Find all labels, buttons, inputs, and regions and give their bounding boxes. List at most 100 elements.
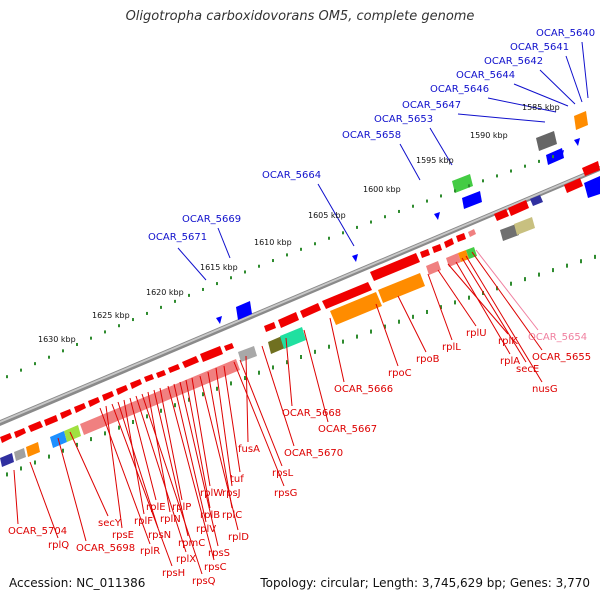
gene-label[interactable]: rpsL: [272, 468, 294, 479]
gene-feature[interactable]: [28, 421, 43, 432]
gene-feature[interactable]: [224, 343, 234, 351]
gene-feature[interactable]: [468, 229, 476, 237]
gene-label[interactable]: rplV: [196, 524, 216, 535]
gene-label[interactable]: rplW: [200, 488, 223, 499]
gene-feature[interactable]: [574, 111, 588, 130]
gene-label[interactable]: rplB: [200, 510, 220, 521]
gene-feature[interactable]: [530, 195, 543, 206]
gene-label[interactable]: rpoB: [416, 354, 440, 365]
gene-feature[interactable]: [456, 233, 466, 242]
gene-label[interactable]: OCAR_5704: [8, 526, 67, 537]
gene-feature[interactable]: [514, 217, 535, 235]
gene-feature[interactable]: [0, 433, 12, 443]
gene-label[interactable]: rpsG: [274, 488, 297, 499]
gene-label[interactable]: OCAR_5698: [76, 543, 135, 554]
gene-label[interactable]: OCAR_5667: [318, 424, 377, 435]
gene-feature[interactable]: [74, 403, 86, 413]
gene-feature[interactable]: [102, 391, 114, 401]
gene-feature[interactable]: [182, 356, 199, 368]
gene-feature[interactable]: [582, 161, 600, 176]
gene-feature[interactable]: [236, 301, 252, 320]
gene-feature[interactable]: [536, 131, 557, 151]
gene-label[interactable]: rplA: [500, 356, 520, 367]
gene-label[interactable]: rpsE: [112, 530, 134, 541]
gene-label[interactable]: OCAR_5669: [182, 214, 241, 225]
gene-label[interactable]: rpsQ: [192, 576, 216, 587]
gene-feature[interactable]: [88, 397, 100, 407]
gene-feature[interactable]: [508, 200, 529, 216]
gene-label[interactable]: rplU: [466, 328, 487, 339]
gene-label[interactable]: rplL: [442, 342, 461, 353]
gene-feature[interactable]: [144, 374, 154, 382]
gene-feature[interactable]: [300, 303, 321, 318]
gene-label[interactable]: rplP: [172, 502, 191, 513]
gene-feature[interactable]: [64, 425, 81, 442]
gene-label[interactable]: secE: [516, 364, 539, 375]
gene-label[interactable]: tuf: [230, 474, 244, 485]
gene-label[interactable]: OCAR_5640: [536, 28, 595, 39]
gene-feature[interactable]: [584, 176, 600, 198]
gene-label[interactable]: rplE: [146, 502, 166, 513]
gene-label[interactable]: rpmC: [178, 538, 205, 549]
gene-feature[interactable]: [168, 364, 180, 373]
gene-label[interactable]: rpsS: [208, 548, 230, 559]
gene-label[interactable]: OCAR_5644: [456, 70, 515, 81]
gene-label[interactable]: rplX: [176, 554, 196, 565]
gene-label[interactable]: rplK: [498, 336, 518, 347]
gene-label[interactable]: OCAR_5670: [284, 448, 343, 459]
gene-label[interactable]: fusA: [238, 444, 260, 455]
gene-label[interactable]: rpoC: [388, 368, 412, 379]
gene-label[interactable]: OCAR_5647: [402, 100, 461, 111]
gene-feature[interactable]: [0, 453, 14, 467]
gene-feature[interactable]: [322, 282, 372, 309]
gene-label[interactable]: rpsH: [162, 568, 185, 579]
gene-feature[interactable]: [432, 244, 442, 253]
gene-label[interactable]: secY: [98, 518, 122, 529]
gene-feature[interactable]: [462, 191, 482, 209]
gene-label[interactable]: rpsJ: [222, 488, 241, 499]
gene-label[interactable]: rplR: [140, 546, 160, 557]
gene-feature[interactable]: [378, 273, 425, 303]
gene-feature[interactable]: [200, 346, 223, 362]
gene-feature[interactable]: [494, 209, 509, 221]
gene-feature[interactable]: [426, 261, 441, 275]
gene-feature[interactable]: [14, 428, 26, 438]
gene-feature[interactable]: [116, 385, 128, 395]
gene-label[interactable]: rplC: [222, 510, 242, 521]
gene-feature[interactable]: [278, 312, 299, 328]
gene-feature[interactable]: [26, 442, 40, 457]
gene-feature[interactable]: [452, 174, 473, 193]
gene-feature[interactable]: [156, 370, 166, 378]
gene-feature[interactable]: [564, 178, 583, 193]
gene-label[interactable]: OCAR_5671: [148, 232, 207, 243]
gene-feature[interactable]: [330, 292, 382, 325]
gene-feature[interactable]: [444, 238, 454, 248]
gene-label[interactable]: OCAR_5653: [374, 114, 433, 125]
gene-feature[interactable]: [238, 346, 257, 362]
gene-label[interactable]: rpsN: [148, 530, 171, 541]
gene-feature[interactable]: [60, 409, 72, 419]
gene-feature[interactable]: [130, 379, 142, 389]
gene-label[interactable]: OCAR_5642: [484, 56, 543, 67]
gene-label[interactable]: rplD: [228, 532, 249, 543]
gene-label[interactable]: OCAR_5664: [262, 170, 321, 181]
gene-feature[interactable]: [264, 322, 276, 332]
gene-feature[interactable]: [420, 249, 430, 258]
gene-feature[interactable]: [280, 327, 306, 349]
gene-label[interactable]: OCAR_5655: [532, 352, 591, 363]
gene-feature[interactable]: [458, 250, 469, 262]
gene-feature[interactable]: [268, 336, 285, 354]
gene-label[interactable]: rplF: [134, 516, 153, 527]
gene-label[interactable]: nusG: [532, 384, 558, 395]
gene-feature[interactable]: [44, 415, 58, 426]
gene-label[interactable]: OCAR_5646: [430, 84, 489, 95]
gene-label[interactable]: OCAR_5668: [282, 408, 341, 419]
gene-label[interactable]: OCAR_5654: [528, 332, 587, 343]
gene-label[interactable]: rplQ: [48, 540, 69, 551]
gene-label[interactable]: OCAR_5641: [510, 42, 569, 53]
gene-feature[interactable]: [14, 448, 26, 461]
gene-label[interactable]: rpsC: [204, 562, 227, 573]
gene-label[interactable]: OCAR_5666: [334, 384, 393, 395]
gene-label[interactable]: OCAR_5658: [342, 130, 401, 141]
gene-feature[interactable]: [370, 253, 420, 281]
